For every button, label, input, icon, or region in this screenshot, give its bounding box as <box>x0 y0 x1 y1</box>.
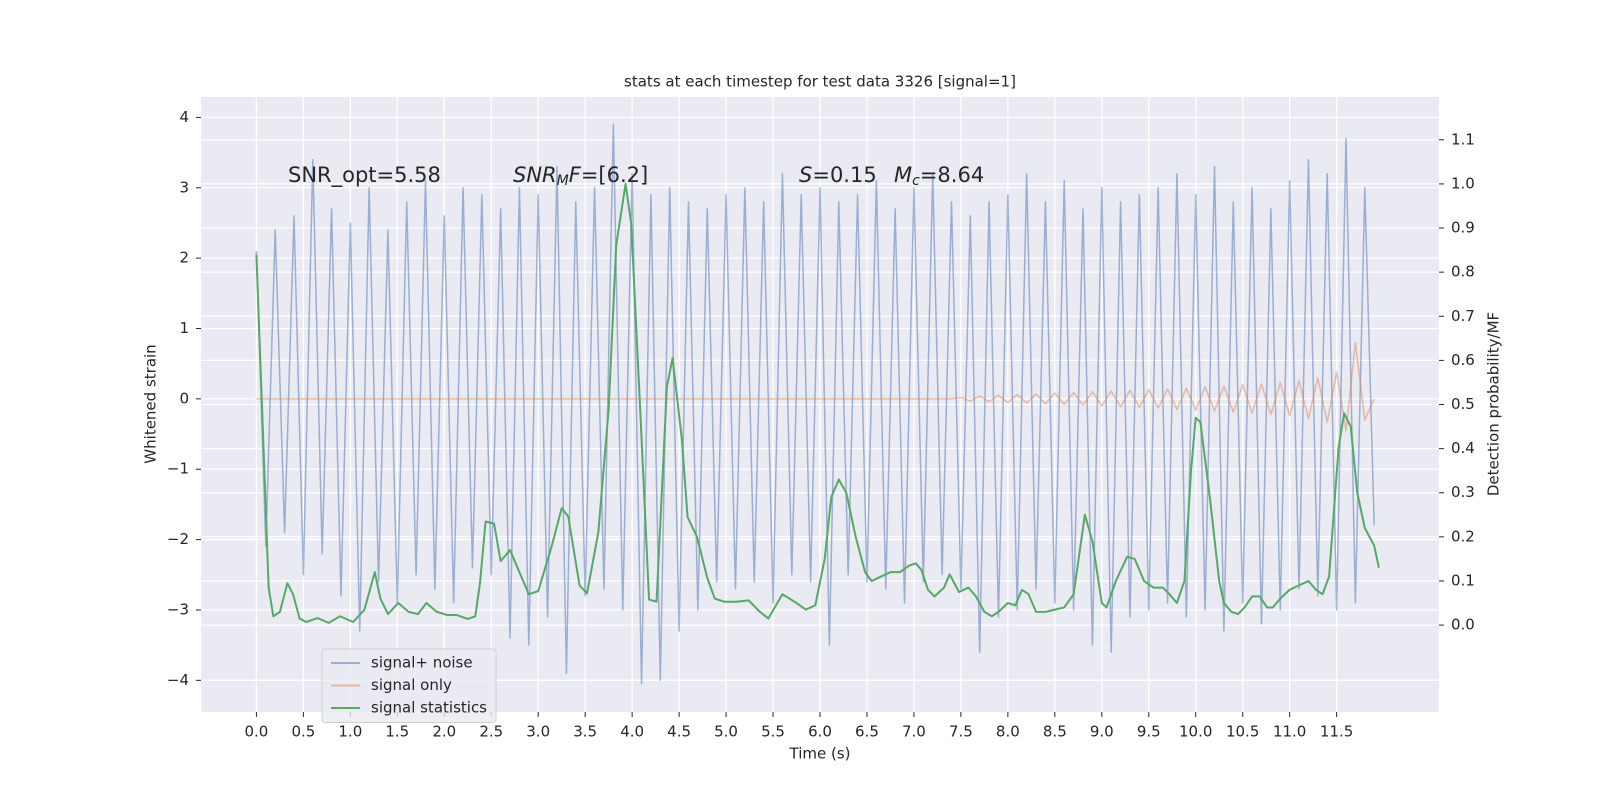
y-tick-label: −2 <box>167 530 189 548</box>
x-tick-label: 3.0 <box>526 723 550 741</box>
legend-label: signal statistics <box>371 699 487 717</box>
series-line <box>255 182 1380 624</box>
legend-label: signal only <box>371 676 452 694</box>
y2-tick-label: 0.1 <box>1451 571 1475 589</box>
y-tick-label: 3 <box>179 178 189 196</box>
y2-tick-label: 0.8 <box>1451 263 1475 281</box>
y-tick-label: 0 <box>179 389 189 407</box>
y2-tick-label: 1.0 <box>1451 174 1475 192</box>
y-tick-label: 1 <box>179 319 189 337</box>
annotation: SNR_opt=5.58 <box>288 163 441 188</box>
y2-tick-label: 0.6 <box>1451 351 1475 369</box>
legend-box <box>321 648 497 723</box>
annotation-part: M <box>894 163 912 187</box>
x-tick-label: 0.5 <box>291 723 315 741</box>
annotation: SNRMF=[6.2] <box>513 163 648 189</box>
x-tick-label: 5.5 <box>761 723 785 741</box>
x-tick-label: 2.5 <box>479 723 503 741</box>
x-axis-label: Time (s) <box>789 745 851 763</box>
y2-tick-label: 0.9 <box>1451 219 1475 237</box>
x-tick-label: 6.0 <box>808 723 832 741</box>
annotation-part: =0.15 <box>812 163 876 187</box>
y-tick-label: −1 <box>167 460 189 478</box>
annotation: Mc=8.64 <box>894 163 984 189</box>
x-tick-label: 7.5 <box>949 723 973 741</box>
x-tick-label: 6.5 <box>855 723 879 741</box>
y2-tick-label: 0.5 <box>1451 395 1475 413</box>
y-tick-label: −3 <box>167 600 189 618</box>
y2-axis-label: Detection probability/MF <box>1485 312 1503 496</box>
x-tick-label: 9.5 <box>1137 723 1161 741</box>
annotation-part: c <box>912 173 920 189</box>
y-tick-label: 4 <box>179 108 189 126</box>
annotation-part: =8.64 <box>920 163 984 187</box>
y2-tick-label: 0.3 <box>1451 483 1475 501</box>
y2-tick-label: 0.4 <box>1451 439 1475 457</box>
y-tick-label: −4 <box>167 671 189 689</box>
x-tick-label: 9.0 <box>1090 723 1114 741</box>
x-tick-label: 8.5 <box>1043 723 1067 741</box>
x-tick-label: 0.0 <box>244 723 268 741</box>
x-tick-label: 10.5 <box>1226 723 1259 741</box>
annotation-part: S <box>799 163 812 187</box>
annotation-part: F <box>569 163 582 187</box>
x-tick-label: 11.5 <box>1320 723 1353 741</box>
x-tick-label: 7.0 <box>902 723 926 741</box>
annotation-part: SNR_opt=5.58 <box>288 163 441 188</box>
series-line <box>255 123 1375 685</box>
y2-tick-label: 1.1 <box>1451 130 1475 148</box>
marks <box>255 123 1380 685</box>
annotation-part: M <box>557 173 569 189</box>
y2-tick-label: 0.7 <box>1451 307 1475 325</box>
x-tick-label: 11.0 <box>1273 723 1306 741</box>
x-tick-label: 8.0 <box>996 723 1020 741</box>
y2-tick-label: 0.0 <box>1451 616 1475 634</box>
y-axis-label: Whitened strain <box>142 344 160 463</box>
annotation-part: =[6.2] <box>581 163 648 187</box>
x-tick-label: 3.5 <box>573 723 597 741</box>
x-tick-label: 5.0 <box>714 723 738 741</box>
y-tick-label: 2 <box>179 249 189 267</box>
legend: signal+ noise signal only signal statistic… <box>321 648 497 723</box>
labels: 0.0 0.5 1.0 1.5 2.0 2.5 3.0 3.5 4.0 4.5 5.0 5.5 6.0 6… <box>167 108 1475 741</box>
x-tick-label: 2.0 <box>432 723 456 741</box>
x-tick-label: 10.0 <box>1179 723 1212 741</box>
x-tick-label: 1.5 <box>385 723 409 741</box>
series-line <box>256 341 1375 432</box>
x-tick-label: 4.0 <box>620 723 644 741</box>
x-tick-label: 1.0 <box>338 723 362 741</box>
annotation-part: SNR <box>513 163 557 187</box>
chart-title: stats at each timestep for test data 332… <box>624 73 1016 91</box>
legend-label: signal+ noise <box>371 654 473 672</box>
x-tick-label: 4.5 <box>667 723 691 741</box>
annotation: S=0.15 <box>799 163 877 187</box>
y2-tick-label: 0.2 <box>1451 527 1475 545</box>
